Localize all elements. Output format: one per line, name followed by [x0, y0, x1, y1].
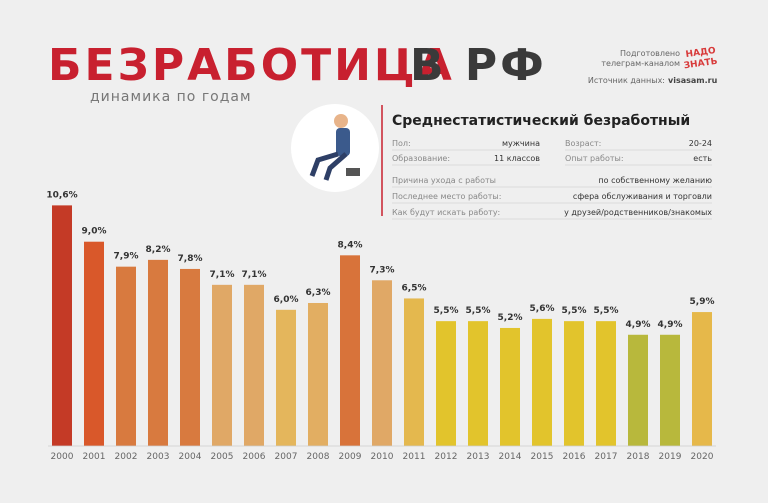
bar	[116, 266, 136, 446]
logo: НАДО	[685, 46, 717, 60]
value-label: 5,5%	[594, 306, 619, 316]
x-tick-label: 2001	[83, 452, 106, 462]
value-label: 5,9%	[690, 297, 715, 307]
bar	[596, 321, 616, 446]
x-tick-label: 2012	[435, 452, 458, 462]
prepared: телеграм-каналом	[601, 59, 680, 68]
figure-body	[336, 128, 350, 156]
bar	[564, 321, 584, 446]
value-label: 6,0%	[274, 295, 299, 305]
bag	[346, 168, 360, 176]
x-tick-label: 2007	[275, 452, 298, 462]
source: visasam.ru	[668, 76, 718, 85]
x-tick-label: 2002	[115, 452, 138, 462]
bar	[404, 298, 424, 446]
prepared: Подготовлено	[620, 49, 680, 58]
bar	[340, 255, 360, 446]
x-tick-label: 2015	[531, 452, 554, 462]
x-tick-label: 2011	[403, 452, 426, 462]
profile-value: у друзей/родственников/знакомых	[564, 208, 712, 217]
profile-label: Образование:	[392, 154, 450, 163]
value-label: 6,3%	[306, 288, 331, 298]
bar	[308, 302, 328, 446]
profile-value: мужчина	[502, 139, 540, 148]
profile-label: Пол:	[392, 139, 411, 148]
value-label: 4,9%	[626, 320, 651, 330]
x-tick-label: 2020	[691, 452, 714, 462]
bar	[692, 312, 712, 446]
logo: ЗНАТЬ	[683, 57, 718, 72]
x-tick-label: 2016	[563, 452, 586, 462]
x-tick-label: 2010	[371, 452, 394, 462]
bar	[180, 268, 200, 446]
x-tick-label: 2017	[595, 452, 618, 462]
profile-value: 20-24	[689, 139, 712, 148]
illustration	[291, 104, 379, 192]
profile-value: есть	[693, 154, 712, 163]
figure-legs	[309, 151, 348, 181]
title-gray: В РФ	[410, 40, 547, 91]
profile-label: Как будут искать работу:	[392, 208, 500, 217]
bar	[436, 321, 456, 446]
x-tick-label: 2013	[467, 452, 490, 462]
bar	[276, 309, 296, 446]
value-label: 7,8%	[178, 254, 203, 264]
x-tick-label: 2006	[243, 452, 266, 462]
value-label: 6,5%	[402, 283, 427, 293]
value-label: 8,2%	[146, 245, 171, 255]
title-red: БЕЗРАБОТИЦА	[48, 40, 455, 91]
value-label: 5,6%	[530, 304, 555, 314]
profile-label: Опыт работы:	[565, 154, 624, 163]
x-tick-label: 2003	[147, 452, 170, 462]
profile-value: 11 классов	[494, 154, 540, 163]
profile-label: Причина ухода с работы	[392, 176, 496, 185]
bar	[628, 334, 648, 446]
profile-value: сфера обслуживания и торговли	[573, 192, 712, 201]
x-tick-label: 2014	[499, 452, 522, 462]
x-tick-label: 2005	[211, 452, 234, 462]
bar	[660, 334, 680, 446]
profile-title: Среднестатистический безработный	[392, 113, 690, 129]
bar	[84, 241, 104, 446]
x-tick-label: 2000	[51, 452, 74, 462]
illustration-circle	[291, 104, 379, 192]
value-label: 7,9%	[114, 252, 139, 262]
bar	[500, 327, 520, 446]
value-label: 10,6%	[46, 190, 77, 200]
bar-chart: 10,6% 2000 9,0% 2001 7,9% 2002 8,2% 2003 7,8% 200…	[46, 190, 716, 462]
value-label: 5,2%	[498, 313, 523, 323]
bar	[244, 284, 264, 446]
profile-label: Возраст:	[565, 139, 601, 148]
value-label: 7,1%	[242, 270, 267, 280]
profile-table: Пол: мужчина Возраст: 20-24 Образование: 11 к…	[392, 139, 712, 220]
bar	[532, 318, 552, 446]
profile-label: Последнее место работы:	[392, 192, 501, 201]
x-tick-label: 2019	[659, 452, 682, 462]
bar	[372, 280, 392, 446]
bar	[212, 284, 232, 446]
bar	[148, 259, 168, 446]
x-tick-label: 2004	[179, 452, 202, 462]
subtitle: динамика по годам	[90, 89, 252, 105]
value-label: 8,4%	[338, 240, 363, 250]
value-label: 5,5%	[434, 306, 459, 316]
value-label: 9,0%	[82, 227, 107, 237]
figure-head	[334, 114, 348, 128]
profile-value: по собственному желанию	[598, 176, 712, 185]
x-tick-label: 2009	[339, 452, 362, 462]
value-label: 4,9%	[658, 320, 683, 330]
value-label: 7,3%	[370, 265, 395, 275]
value-label: 7,1%	[210, 270, 235, 280]
source-label: Источник данных:	[588, 76, 665, 85]
value-label: 5,5%	[562, 306, 587, 316]
bar	[52, 205, 72, 446]
bar	[468, 321, 488, 446]
x-tick-label: 2018	[627, 452, 650, 462]
value-label: 5,5%	[466, 306, 491, 316]
x-tick-label: 2008	[307, 452, 330, 462]
